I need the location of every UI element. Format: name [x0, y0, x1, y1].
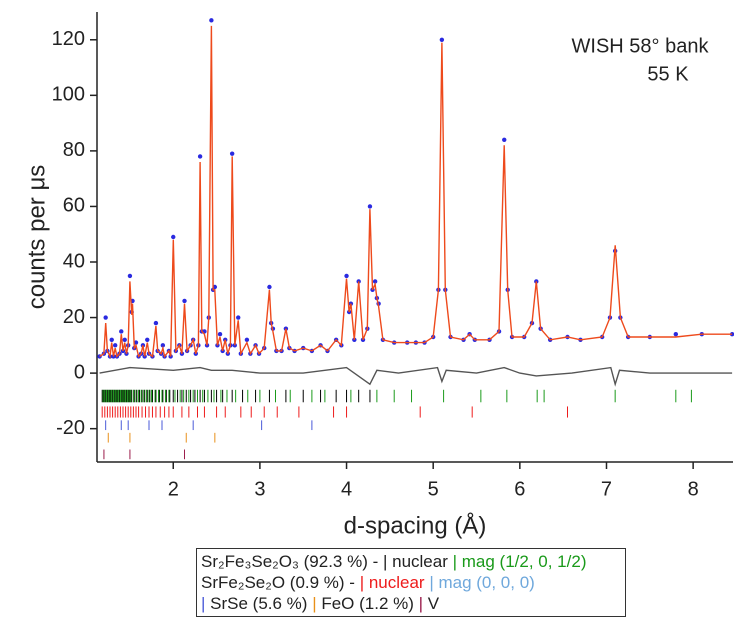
legend-entry: | mag (0, 0, 0)	[424, 573, 535, 592]
y-tick-label: 20	[63, 306, 85, 328]
observed-point	[112, 343, 118, 348]
legend-row: Sr₂Fe₃Se₂O₃ (92.3 %) - | nuclear | mag (…	[201, 551, 621, 572]
x-axis-label: d-spacing (Å)	[344, 511, 487, 539]
observed-point	[160, 343, 166, 348]
legend-entry: Sr₂Fe₃Se₂O₃ (92.3 %) - | nuclear	[201, 552, 453, 571]
legend-entry: |	[418, 594, 424, 613]
observed-point	[244, 337, 250, 342]
y-tick-label: 40	[63, 250, 85, 272]
annotation: WISH 58° bank	[572, 35, 710, 57]
y-tick-label: -20	[56, 417, 85, 439]
observed-point	[229, 151, 235, 156]
observed-point	[119, 329, 124, 334]
legend-entry: | nuclear	[359, 573, 425, 592]
observed-point	[197, 154, 203, 159]
observed-point	[122, 337, 127, 342]
y-tick-label: 60	[63, 195, 85, 217]
x-tick-label: 6	[514, 478, 525, 500]
observed-point	[127, 273, 133, 279]
observed-point	[372, 279, 378, 284]
legend-row: SrFe₂Se₂O (0.9 %) - | nuclear | mag (0, …	[201, 572, 621, 593]
legend-entry: FeO (1.2 %)	[316, 594, 419, 613]
observed-point	[171, 234, 176, 240]
observed-point	[217, 332, 223, 337]
chart: WISH 58° bank 55 K d-spacing (Å) counts …	[23, 12, 734, 539]
x-tick-label: 8	[688, 478, 699, 500]
x-tick-label: 7	[601, 478, 612, 500]
legend-entry: | mag (1/2, 0, 1/2)	[452, 552, 587, 571]
observed-point	[439, 37, 445, 42]
observed-point	[133, 340, 139, 345]
observed-point	[367, 204, 373, 209]
x-tick-label: 2	[168, 478, 179, 500]
y-axis-label: counts per μs	[23, 165, 50, 310]
y-tick-label: 120	[52, 28, 85, 50]
observed-point	[182, 298, 187, 304]
observed-point	[344, 273, 349, 279]
profile-line	[99, 366, 733, 387]
profile-line	[99, 25, 733, 359]
observed-point	[109, 337, 114, 342]
legend-entry: |	[312, 594, 317, 613]
observed-point	[209, 18, 214, 23]
legend-row: | SrSe (5.6 %) | FeO (1.2 %) | V	[201, 593, 621, 614]
legend-entry: V	[423, 594, 440, 613]
x-tick-label: 3	[254, 478, 265, 500]
y-tick-label: 0	[74, 361, 85, 383]
legend: Sr₂Fe₃Se₂O₃ (92.3 %) - | nuclear | mag (…	[196, 548, 626, 617]
observed-point	[673, 332, 679, 337]
observed-point	[145, 337, 150, 342]
observed-point	[502, 137, 507, 142]
x-tick-label: 4	[341, 478, 352, 500]
legend-entry: |	[201, 594, 206, 613]
y-tick-label: 80	[63, 139, 85, 161]
observed-point	[267, 284, 272, 290]
y-tick-label: 100	[52, 84, 85, 106]
legend-entry: SrFe₂Se₂O (0.9 %) -	[201, 573, 360, 592]
legend-entry: SrSe (5.6 %)	[205, 594, 313, 613]
annotation: 55 K	[647, 63, 689, 85]
observed-point	[153, 320, 159, 326]
x-tick-label: 5	[428, 478, 439, 500]
observed-point	[236, 315, 241, 320]
observed-point	[103, 315, 108, 320]
